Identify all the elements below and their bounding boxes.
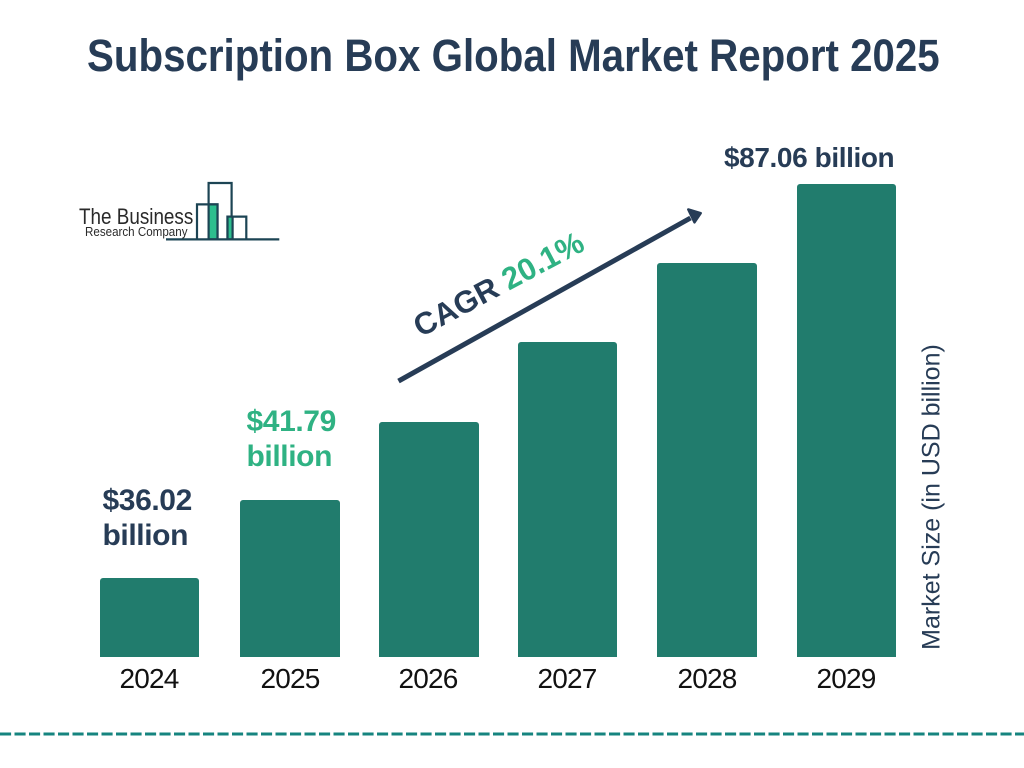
svg-text:Research Company: Research Company	[85, 224, 188, 239]
svg-text:The Business: The Business	[79, 204, 193, 229]
